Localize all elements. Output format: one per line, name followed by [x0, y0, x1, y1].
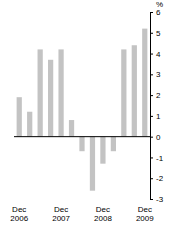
y-tick-label: -1 [156, 154, 164, 163]
y-tick-label: 2 [156, 91, 161, 100]
y-tick-label: -2 [156, 174, 164, 183]
y-tick: 3 [150, 70, 161, 79]
x-tick: Dec2007 [52, 199, 70, 223]
y-tick-mark [150, 157, 153, 158]
y-tick: 0 [150, 133, 161, 142]
y-tick-label: 1 [156, 112, 161, 121]
y-tick-mark [150, 54, 153, 55]
y-tick: 4 [150, 50, 161, 59]
bar [58, 49, 63, 136]
y-tick: -2 [150, 174, 164, 183]
y-tick-label: 0 [156, 133, 161, 142]
x-tick-label: Dec2007 [52, 205, 70, 223]
y-tick-mark [150, 137, 153, 138]
y-tick: 1 [150, 112, 161, 121]
y-tick-mark [150, 199, 153, 200]
y-tick-mark [150, 178, 153, 179]
x-tick: Dec2008 [94, 199, 112, 223]
y-tick: 6 [150, 8, 161, 17]
bar [17, 97, 22, 136]
y-axis-line [151, 13, 154, 200]
bar [69, 120, 74, 137]
y-tick-label: 6 [156, 8, 161, 17]
x-tick: Dec2009 [136, 199, 154, 223]
bar [38, 49, 43, 136]
bar [79, 137, 84, 152]
bars [17, 29, 148, 191]
y-tick-mark [150, 116, 153, 117]
y-tick-mark [150, 12, 153, 13]
x-axis: Dec2006 Dec2007 Dec2008 Dec2009 [10, 199, 154, 223]
y-tick-label: 4 [156, 50, 161, 59]
y-tick-mark [150, 33, 153, 34]
y-tick: 2 [150, 91, 161, 100]
bar [27, 112, 32, 137]
y-tick: 5 [150, 29, 161, 38]
x-tick: Dec2006 [10, 199, 28, 223]
bar [121, 49, 126, 136]
y-tick-mark [150, 95, 153, 96]
chart: -3-2-10123456%Dec2006Dec2007Dec2008Dec20… [0, 0, 181, 231]
y-tick-label: 3 [156, 70, 161, 79]
x-tick-label: Dec2009 [136, 205, 154, 223]
bar [142, 29, 147, 137]
zero-line [14, 136, 150, 137]
y-tick-mark [150, 74, 153, 75]
y-tick: -3 [150, 195, 164, 204]
bar [48, 60, 53, 137]
y-tick-label: -3 [156, 195, 164, 204]
y-axis-label: % [156, 0, 163, 9]
bar [100, 137, 105, 164]
x-tick-label: Dec2008 [94, 205, 112, 223]
x-tick-label: Dec2006 [10, 205, 28, 223]
y-tick: -1 [150, 154, 164, 163]
bar [111, 137, 116, 152]
bar [132, 45, 137, 136]
bar [90, 137, 95, 191]
y-axis: -3 -2 -1 0 1 2 3 4 5 6 [150, 8, 164, 204]
y-tick-label: 5 [156, 29, 161, 38]
